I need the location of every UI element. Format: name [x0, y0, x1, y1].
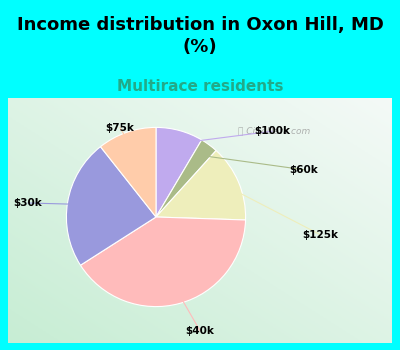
Wedge shape: [66, 147, 156, 265]
Text: $60k: $60k: [290, 165, 318, 175]
Text: ⓘ City-Data.com: ⓘ City-Data.com: [238, 127, 311, 136]
Wedge shape: [156, 127, 202, 217]
Text: Multirace residents: Multirace residents: [117, 79, 283, 94]
Text: $125k: $125k: [302, 230, 338, 239]
Text: $30k: $30k: [14, 198, 42, 208]
Wedge shape: [156, 140, 216, 217]
Wedge shape: [156, 150, 246, 220]
Wedge shape: [80, 217, 246, 307]
Text: Income distribution in Oxon Hill, MD
(%): Income distribution in Oxon Hill, MD (%): [16, 16, 384, 56]
Text: $40k: $40k: [186, 326, 214, 336]
Text: $100k: $100k: [254, 126, 290, 136]
Text: $75k: $75k: [106, 123, 134, 133]
Wedge shape: [100, 127, 156, 217]
